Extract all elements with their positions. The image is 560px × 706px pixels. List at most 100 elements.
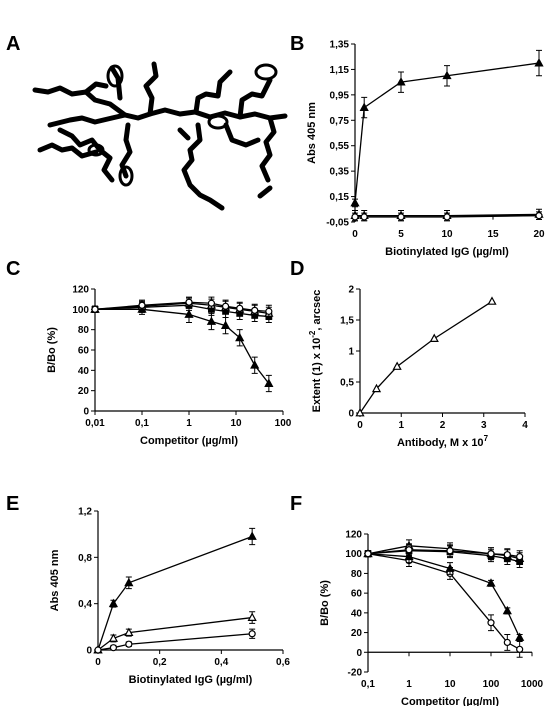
chart-c-x-axis-title: Competitor (µg/ml) [140, 435, 238, 447]
chart-e: 0 0,2 0,4 0,6 0 0,4 0,8 1,2 Biotinylated IgG (µg… [49, 507, 290, 687]
chart-d-data-point [487, 296, 497, 305]
chart-b-y-tick-label: 0,75 [330, 116, 350, 127]
chart-c-data-point [265, 307, 273, 315]
chart-b-x-axis-title: Biotinylated IgG (µg/ml) [385, 246, 509, 258]
chart-b-y-tick-label: -0,05 [326, 218, 349, 229]
panel-label-f: F [290, 493, 302, 515]
chart-b-y-axis-title: Abs 405 nm [306, 102, 318, 164]
panel-label-c: C [6, 258, 20, 280]
chart-c-x-tick-label: 100 [275, 418, 292, 429]
chart-e-data-point [247, 531, 257, 540]
panel-label-d: D [290, 258, 304, 280]
chart-f-data-point [516, 645, 524, 653]
chart-c-series-1-line [95, 308, 270, 384]
chart-d-data-point [392, 361, 402, 370]
chart-f-x-tick-label: 0,1 [361, 679, 375, 690]
chart-d-y-tick-label: 0 [348, 409, 354, 420]
panel-label-e: E [6, 493, 19, 515]
chart-f-data-point [502, 605, 512, 615]
chart-f-data-point [487, 619, 495, 627]
chart-e-series-1-line [97, 535, 253, 651]
molecular-structure-rings [87, 63, 278, 187]
chart-d-y-axis-title: Extent (1) x 10-2, arcsec [308, 290, 323, 413]
chart-f-series-1-line [367, 553, 520, 650]
chart-f-x-tick-label: 10 [444, 679, 456, 690]
chart-e-data-point [248, 630, 256, 638]
chart-f-data-point [405, 546, 413, 554]
chart-b-data-point [396, 77, 406, 86]
chart-c-data-point [250, 360, 260, 369]
chart-d-x-tick-label: 0 [357, 420, 363, 431]
charts-layer: 0 5 10 15 20-0,050,150,350,550,750,951,151,3… [46, 40, 545, 706]
chart-e-data-point [247, 612, 257, 621]
chart-b-y-tick-label: 0,55 [330, 141, 350, 152]
molecular-structure-drawing [32, 61, 288, 211]
chart-e-x-tick-label: 0,2 [153, 657, 167, 668]
chart-c-y-tick-label: 40 [78, 366, 90, 377]
chart-f-x-tick-label: 1000 [521, 679, 544, 690]
chart-f-data-point [487, 550, 495, 558]
chart-d-y-tick-label: 1 [348, 347, 354, 358]
chart-f-y-tick-label: 40 [351, 608, 363, 619]
chart-c-data-point [185, 298, 193, 306]
chart-c-data-point [236, 304, 244, 312]
chart-b-y-tick-label: 0,95 [330, 90, 350, 101]
chart-c-data-point [91, 305, 99, 313]
chart-f-data-point [486, 578, 496, 587]
chart-c-x-tick-label: 0,1 [135, 418, 149, 429]
chart-f-y-tick-label: 80 [351, 569, 363, 580]
chart-e-series-3-line [97, 633, 253, 651]
chart-e-data-point [125, 640, 133, 648]
chart-f-series-5 [364, 543, 524, 564]
chart-c-y-tick-label: 100 [72, 305, 89, 316]
chart-b-data-point [535, 212, 543, 220]
chart-b-data-point [350, 197, 360, 207]
chart-f-y-tick-label: 100 [345, 549, 362, 560]
chart-b-x-tick-label: 0 [352, 229, 358, 240]
chart-c-data-point [220, 320, 231, 329]
chart-e-x-axis-title: Biotinylated IgG (µg/ml) [129, 674, 253, 686]
chart-f-y-tick-label: 120 [345, 530, 362, 541]
chart-b-y-tick-label: 1,35 [330, 40, 350, 51]
chart-e-x-tick-label: 0,6 [276, 657, 290, 668]
chart-d: 0 1 2 3 4 0 0,5 1 1,5 2 Antibody, M x 107 Extent (1… [308, 285, 528, 450]
chart-b-data-point [534, 58, 544, 67]
chart-e-data-point [108, 598, 119, 608]
chart-e-x-tick-label: 0,4 [214, 657, 228, 668]
chart-b-data-point [351, 213, 359, 221]
chart-e-series-3 [94, 628, 256, 654]
chart-f-data-point [516, 553, 524, 561]
chart-f-y-tick-label: 60 [351, 589, 363, 600]
chart-f-x-tick-label: 100 [483, 679, 500, 690]
chart-f-y-tick-label: 0 [356, 648, 362, 659]
chart-c-y-tick-label: 0 [83, 407, 89, 418]
chart-e-data-point [109, 644, 118, 652]
chart-c-y-tick-label: 80 [78, 325, 90, 336]
chart-b-y-tick-label: 0,15 [330, 192, 350, 203]
chart-f-y-axis-title: B/Bo (%) [319, 580, 331, 626]
chart-f-data-point [515, 632, 525, 641]
chart-e-x-tick-label: 0 [95, 657, 101, 668]
chart-c-x-tick-label: 10 [230, 418, 242, 429]
chart-e-y-axis-title: Abs 405 nm [49, 549, 61, 611]
chart-c-series-1 [90, 303, 274, 393]
chart-c-x-tick-label: 1 [186, 418, 192, 429]
chart-c-y-tick-label: 60 [78, 346, 90, 357]
chart-f-series-2-line [367, 553, 521, 638]
chart-b-x-tick-label: 15 [487, 229, 499, 240]
chart-d-series-1 [355, 296, 497, 417]
chart-c-data-point [251, 306, 259, 314]
chart-c-y-tick-label: 120 [72, 285, 89, 296]
chart-d-x-tick-label: 3 [481, 420, 487, 431]
chart-d-x-axis-title: Antibody, M x 107 [397, 434, 489, 449]
chart-e-data-point [94, 646, 102, 654]
chart-f-x-axis-title: Competitor (µg/ml) [401, 696, 499, 706]
chart-f-series-2 [363, 548, 525, 641]
chart-f-y-tick-label: 20 [351, 628, 363, 639]
chart-d-data-point [355, 407, 365, 417]
chart-f-data-point [364, 550, 372, 558]
chart-e-y-tick-label: 0,4 [78, 599, 92, 610]
chart-b-data-point [360, 213, 368, 221]
chart-e-series-2-line [97, 616, 253, 651]
